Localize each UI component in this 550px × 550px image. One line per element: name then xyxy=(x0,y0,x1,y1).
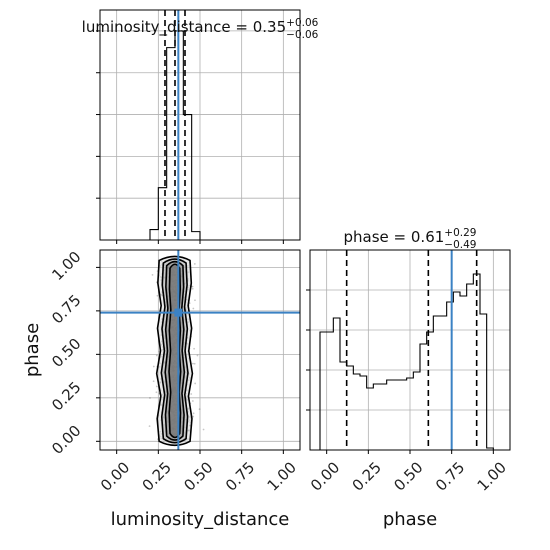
scatter-sample-point xyxy=(202,428,205,431)
scatter-sample-point xyxy=(155,385,158,388)
scatter-ylabel: phase xyxy=(22,323,43,377)
hist-ld-title-upper: +0.06 xyxy=(286,17,318,29)
scatter-sample-point xyxy=(191,362,194,365)
hist-phase-quantiles xyxy=(345,250,478,450)
scatter-sample-point xyxy=(191,285,194,288)
hist-luminosity-distance-panel: luminosity_distance = 0.35+0.06 −0.06 xyxy=(82,9,319,244)
scatter-sample-point xyxy=(192,412,195,415)
hist-phase-step xyxy=(319,273,500,451)
hist-phase-xtick-label: 0.25 xyxy=(349,458,385,494)
scatter-sample-point xyxy=(155,354,158,357)
scatter-sample-point xyxy=(193,263,196,265)
scatter-truth-point xyxy=(174,308,183,317)
hist-phase-title: phase = 0.61+0.29 −0.49 xyxy=(344,227,477,251)
hist-phase-bars xyxy=(319,273,500,451)
scatter-contours xyxy=(155,255,194,447)
scatter-panel: 0.000.000.250.250.500.500.750.751.001.00… xyxy=(22,248,301,530)
scatter-sample-point xyxy=(151,274,154,276)
scatter-sample-point xyxy=(191,400,194,402)
hist-ld-title-value: 0.35 xyxy=(253,18,286,36)
hist-phase-xtick-label: 1.00 xyxy=(474,458,510,494)
scatter-sample-point xyxy=(190,393,193,395)
hist-phase-title-upper: +0.29 xyxy=(444,227,476,239)
scatter-sample-point xyxy=(192,415,195,418)
hist-phase-xtick-label: 0.75 xyxy=(432,458,468,494)
scatter-sample-point xyxy=(156,294,159,297)
scatter-xtick-label: 1.00 xyxy=(264,458,300,494)
hist-phase-title-lower: −0.49 xyxy=(444,239,476,251)
scatter-ytick-label: 1.00 xyxy=(48,248,84,284)
scatter-sample-point xyxy=(194,299,196,302)
scatter-sample-point xyxy=(148,425,151,428)
scatter-ytick-label: 0.00 xyxy=(48,422,84,458)
scatter-xlabel: luminosity_distance xyxy=(111,509,290,530)
hist-ld-title: luminosity_distance = 0.35+0.06 −0.06 xyxy=(82,17,319,41)
scatter-sample-point xyxy=(149,397,151,399)
scatter-xtick-label: 0.50 xyxy=(180,458,216,494)
scatter-sample-point xyxy=(152,380,155,383)
hist-ld-ticks xyxy=(96,30,284,244)
scatter-ytick-label: 0.50 xyxy=(48,335,84,371)
scatter-xtick-label: 0.00 xyxy=(97,458,133,494)
scatter-xtick-label: 0.75 xyxy=(222,458,258,494)
hist-phase-panel: 0.00 0.25 0.50 0.75 1.00 phase = 0.61+0.29 −0… xyxy=(306,227,511,530)
scatter-sample-point xyxy=(155,391,158,394)
hist-ld-grid xyxy=(100,10,300,240)
scatter-sample-point xyxy=(194,382,197,385)
scatter-sample-point xyxy=(198,408,201,410)
scatter-sample-point xyxy=(192,307,195,310)
scatter-sample-point xyxy=(193,362,196,365)
hist-phase-title-value: 0.61 xyxy=(411,228,444,246)
hist-phase-title-param: phase xyxy=(344,228,389,246)
hist-phase-ticks: 0.00 0.25 0.50 0.75 1.00 xyxy=(306,289,510,495)
hist-phase-xtick-label: 0.00 xyxy=(307,458,343,494)
scatter-ytick-label: 0.75 xyxy=(48,291,84,327)
hist-phase-xtick-label: 0.50 xyxy=(390,458,426,494)
hist-ld-title-lower: −0.06 xyxy=(286,29,318,41)
scatter-sample-point xyxy=(191,287,194,290)
hist-ld-quantiles xyxy=(164,10,186,240)
scatter-ytick-label: 0.25 xyxy=(48,378,84,414)
scatter-sample-point xyxy=(196,354,199,357)
scatter-sample-point xyxy=(152,365,155,368)
hist-phase-xlabel: phase xyxy=(383,509,437,530)
scatter-sample-point xyxy=(193,347,196,350)
scatter-xtick-label: 0.25 xyxy=(139,458,175,494)
hist-ld-title-param: luminosity_distance xyxy=(82,18,231,37)
scatter-grid xyxy=(100,250,300,450)
